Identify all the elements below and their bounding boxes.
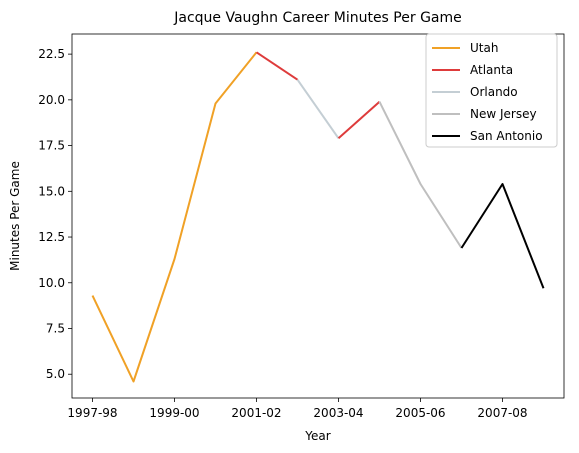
y-axis-ticks: 5.0 7.5 10.0 12.5 15.0 17.5 20.0 22.5 bbox=[38, 47, 72, 381]
legend-label-new-jersey: New Jersey bbox=[470, 107, 537, 121]
legend-box bbox=[425, 33, 558, 148]
x-tick-label: 2003-04 bbox=[313, 406, 363, 420]
y-tick-label: 20.0 bbox=[38, 93, 65, 107]
y-axis-title: Minutes Per Game bbox=[8, 161, 22, 271]
x-tick-label: 1997-98 bbox=[67, 406, 117, 420]
y-tick-label: 15.0 bbox=[38, 184, 65, 198]
series-line-atlanta-3 bbox=[337, 100, 381, 140]
x-tick-label: 2007-08 bbox=[477, 406, 527, 420]
x-tick-label: 2005-06 bbox=[395, 406, 445, 420]
x-axis-title: Year bbox=[304, 429, 330, 443]
series-line-orlando-2 bbox=[296, 79, 340, 139]
series-line-san-antonio-5 bbox=[460, 183, 545, 289]
series-lines bbox=[91, 51, 545, 383]
y-tick-label: 5.0 bbox=[46, 367, 65, 381]
y-tick-label: 22.5 bbox=[38, 47, 65, 61]
x-tick-label: 1999-00 bbox=[149, 406, 199, 420]
y-tick-label: 17.5 bbox=[38, 139, 65, 153]
legend-label-atlanta: Atlanta bbox=[470, 63, 513, 77]
y-tick-label: 7.5 bbox=[46, 321, 65, 335]
x-tick-label: 2001-02 bbox=[231, 406, 281, 420]
legend: Utah Atlanta Orlando New Jersey San Antonio bbox=[425, 33, 558, 148]
series-line-utah-0 bbox=[91, 51, 258, 383]
y-tick-label: 10.0 bbox=[38, 276, 65, 290]
series-line-atlanta-1 bbox=[255, 51, 299, 81]
legend-label-san-antonio: San Antonio bbox=[470, 129, 543, 143]
legend-label-orlando: Orlando bbox=[470, 85, 518, 99]
x-axis-ticks: 1997-98 1999-00 2001-02 2003-04 2005-06 2007-… bbox=[67, 398, 528, 420]
y-tick-label: 12.5 bbox=[38, 230, 65, 244]
legend-label-utah: Utah bbox=[470, 41, 498, 55]
series-line-new-jersey-4 bbox=[378, 101, 463, 249]
plot-frame bbox=[71, 33, 565, 399]
chart-title: Jacque Vaughn Career Minutes Per Game bbox=[173, 10, 462, 26]
